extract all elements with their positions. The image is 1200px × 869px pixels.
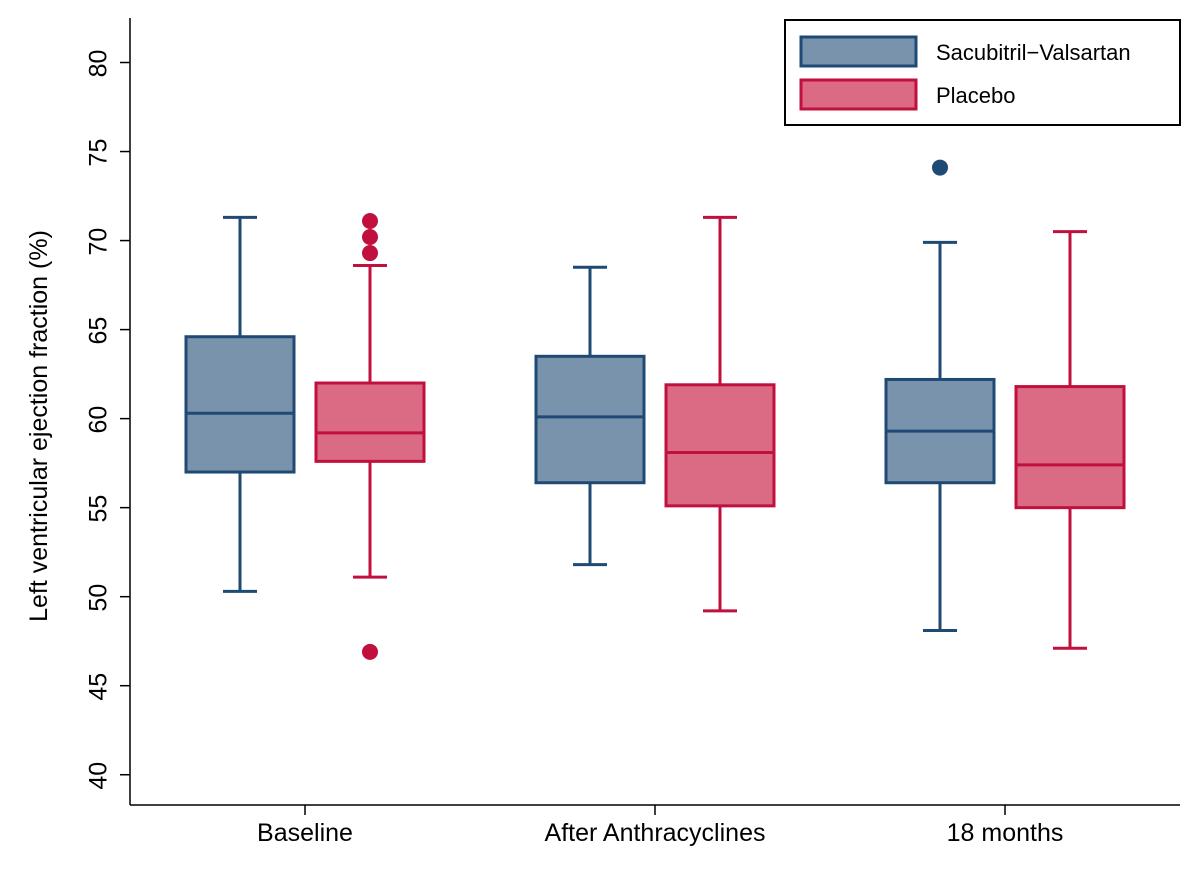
iqr-box xyxy=(314,381,426,463)
y-tick-label: 75 xyxy=(85,139,113,167)
y-tick-label: 40 xyxy=(85,762,113,790)
legend: Sacubitril−Valsartan Placebo xyxy=(784,19,1181,126)
iqr-box xyxy=(664,383,776,508)
y-axis-label: Left ventricular ejection fraction (%) xyxy=(25,230,53,622)
axes: 40 45 50 55 60 65 70 75 80 Baseline After Anthracy… xyxy=(85,18,1180,847)
outlier-point xyxy=(362,643,378,660)
box-0-2 xyxy=(884,159,996,633)
box-1-0 xyxy=(314,212,426,660)
legend-swatch xyxy=(799,78,918,111)
x-tick-label: 18 months xyxy=(947,819,1064,847)
legend-swatch xyxy=(799,35,918,68)
legend-label: Sacubitril−Valsartan xyxy=(936,40,1131,65)
y-tick-label: 60 xyxy=(85,406,113,434)
y-tick-label: 70 xyxy=(85,228,113,256)
outlier-point xyxy=(362,245,378,262)
plot-area xyxy=(184,159,1126,660)
box-1-1 xyxy=(664,215,776,613)
box-1-2 xyxy=(1014,230,1126,650)
outlier-point xyxy=(362,212,378,229)
outlier-point xyxy=(362,229,378,246)
y-tick-label: 45 xyxy=(85,673,113,701)
x-tick-label: Baseline xyxy=(257,819,353,847)
y-tick-label: 80 xyxy=(85,50,113,78)
iqr-box xyxy=(534,354,646,485)
y-tick-label: 55 xyxy=(85,495,113,523)
legend-label: Placebo xyxy=(936,83,1016,108)
box-0-1 xyxy=(534,265,646,567)
y-tick-label: 50 xyxy=(85,584,113,612)
y-tick-label: 65 xyxy=(85,317,113,345)
outlier-point xyxy=(932,159,948,176)
iqr-box xyxy=(184,335,296,474)
iqr-box xyxy=(1014,385,1126,510)
box-0-0 xyxy=(184,215,296,593)
x-tick-label: After Anthracyclines xyxy=(545,819,766,847)
